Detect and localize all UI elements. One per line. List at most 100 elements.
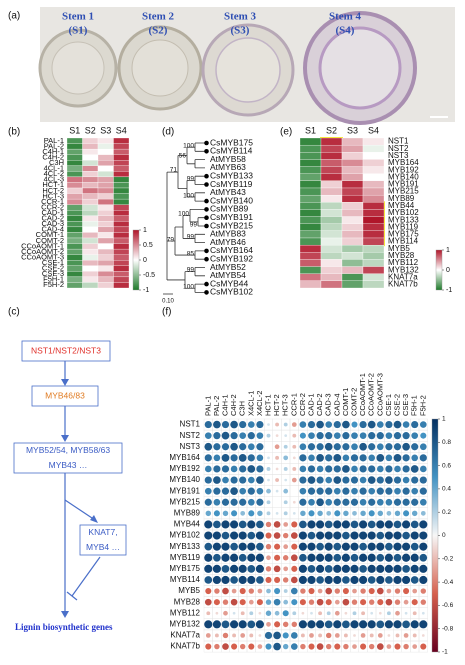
heat-cell [113,210,130,216]
heat-cell [362,252,385,260]
corr-circle [309,633,314,638]
colorbar-label: 0 [143,257,147,264]
corr-circle [368,599,375,605]
heat-cell [113,248,130,255]
pathway-label: MYB4 … [86,542,120,552]
corr-circle [402,620,410,629]
heat-cell [82,143,99,150]
corr-circle [419,454,427,462]
corr-circle [411,443,419,451]
corr-circle [265,610,272,616]
corr-circle [258,634,262,637]
corr-circle [378,611,382,615]
corr-circle [341,564,350,573]
corr-circle [376,520,385,529]
heat-cell [66,154,83,161]
corr-circle [317,510,323,517]
colorbar-label: -0.6 [442,602,454,609]
corr-circle [298,564,307,573]
corr-circle [393,454,402,462]
corr-circle [292,611,297,616]
row-label: NST3 [180,442,201,451]
corr-circle [325,454,333,462]
heat-cell [362,194,385,203]
corr-circle [214,643,220,650]
panel-label: (a) [8,11,20,22]
corr-circle [333,575,342,585]
corr-circle [265,643,272,650]
corr-circle [419,575,428,585]
column-label: S2 [326,125,337,135]
heat-cell [320,159,343,167]
corr-circle [393,553,402,562]
corr-circle [351,443,358,451]
column-label: PAL-2 [212,396,221,416]
heat-cell [341,237,364,246]
stem-sections [38,11,448,125]
panel-label: (d) [162,127,174,138]
bootstrap: 79 [167,237,175,244]
bootstrap: 100 [183,143,194,150]
corr-circle [341,542,350,551]
corr-circle [376,432,384,440]
heat-cell [66,148,83,155]
corr-circle [419,564,428,573]
corr-circle [221,531,230,540]
heat-cell [97,171,114,178]
corr-circle [266,500,271,505]
heat-cell [320,180,343,189]
corr-circle [291,521,298,528]
heat-cell [362,187,385,196]
heat-cell [82,176,99,183]
leaf-label: AtMYB54 [210,270,246,280]
corr-circle [213,510,220,517]
heat-cell [320,137,343,146]
corr-circle [342,443,350,451]
corr-circle [376,454,385,462]
corr-circle [307,476,316,484]
heat-cell [362,230,385,239]
corr-circle [359,454,367,462]
heat-cell [299,266,322,274]
corr-circle [316,542,324,551]
heat-cell [299,280,322,289]
corr-circle [255,620,264,629]
leaf-dot [204,281,209,287]
corr-circle [324,565,333,573]
corr-circle [290,643,298,650]
corr-circle [402,520,411,529]
corr-circle [377,633,383,638]
row-label: F5H-1 [43,275,64,284]
corr-circle [283,455,289,461]
heat-cell [82,260,99,266]
corr-circle [256,454,264,462]
corr-circle [274,543,281,550]
corr-circle [333,553,342,562]
leaf-dot [204,140,209,146]
corr-circle [342,454,350,462]
corr-circle [239,432,247,439]
heat-cell [299,180,322,189]
corr-circle [292,444,297,449]
row-label: 4CL-1 [44,164,64,173]
row-label: CCoAOMT-1 [21,241,64,250]
corr-circle [359,465,367,473]
leaf-dot [204,223,209,229]
column-label: CSE-2 [392,394,401,416]
corr-circle [368,432,376,440]
stem-code: (S3) [231,25,250,37]
corr-circle [274,554,281,561]
heat-cell [320,252,343,260]
row-label: C4H-2 [42,152,64,161]
corr-circle [290,576,298,584]
corr-circle [410,465,419,473]
corr-circle [204,564,213,573]
heat-cell [362,273,385,282]
heat-cell [113,148,130,155]
heat-cell [66,210,83,216]
corr-circle [213,476,221,484]
corr-circle [275,434,279,438]
heat-cell [97,254,114,261]
corr-circle [204,432,212,439]
colorbar-label: 0.2 [442,509,451,516]
